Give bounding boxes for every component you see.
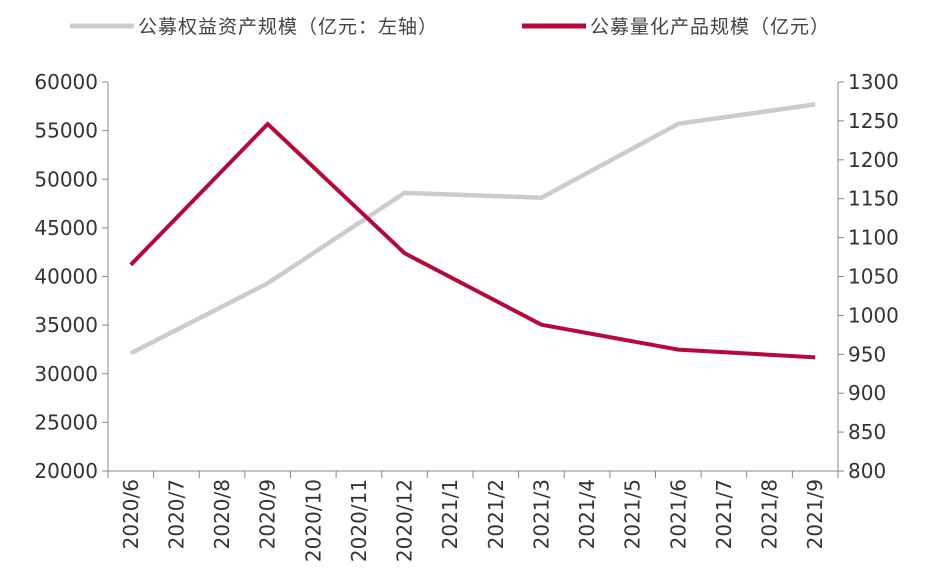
y-right-tick-label: 850 [848,420,886,444]
y-left-tick-label: 50000 [34,167,98,191]
y-right-tick-label: 900 [848,381,886,405]
y-left-tick-label: 55000 [34,119,98,143]
x-tick-label: 2021/4 [575,479,599,549]
x-tick-label: 2021/2 [484,479,508,549]
y-right-tick-label: 1250 [848,109,899,133]
y-right-tick-label: 1200 [848,148,899,172]
y-left-tick-label: 45000 [34,216,98,240]
x-tick-label: 2020/9 [256,479,280,549]
y-left-tick-label: 40000 [34,265,98,289]
series [129,102,816,360]
x-tick-label: 2020/12 [393,479,417,562]
y-right-tick-label: 950 [848,342,886,366]
x-tick-label: 2021/7 [712,479,736,549]
x-tick-label: 2020/10 [301,479,325,562]
x-tick-label: 2020/8 [210,479,234,549]
y-left-tick-label: 25000 [34,410,98,434]
y-left-tick-label: 35000 [34,313,98,337]
y-right-tick-label: 800 [848,459,886,483]
x-tick-label: 2021/1 [438,479,462,549]
y-left-tick-label: 20000 [34,459,98,483]
y-right-tick-label: 1050 [848,265,899,289]
x-tick-label: 2020/6 [119,479,143,549]
y-left-tick-label: 30000 [34,362,98,386]
legend: 公募权益资产规模（亿元：左轴） 公募量化产品规模（亿元） [70,16,830,38]
axes: 20000 25000 30000 35000 40000 45000 50000 55000… [34,70,899,562]
y-right-tick-label: 1300 [848,70,899,94]
legend-label-quant: 公募量化产品规模（亿元） [590,16,830,38]
series-line-equity [129,102,816,356]
x-tick-label: 2021/6 [666,479,690,549]
legend-label-equity: 公募权益资产规模（亿元：左轴） [138,16,438,38]
x-tick-label: 2020/11 [347,479,371,562]
y-right-tick-label: 1000 [848,303,899,327]
y-right-tick-label: 1150 [848,187,899,211]
x-tick-label: 2021/9 [803,479,827,549]
x-tick-label: 2020/7 [164,479,188,549]
series-line-quant [129,121,816,360]
x-tick-label: 2021/8 [758,479,782,549]
y-left-tick-label: 60000 [34,70,98,94]
x-tick-label: 2021/5 [621,479,645,549]
x-tick-label: 2021/3 [529,479,553,549]
y-right-tick-label: 1100 [848,226,899,250]
